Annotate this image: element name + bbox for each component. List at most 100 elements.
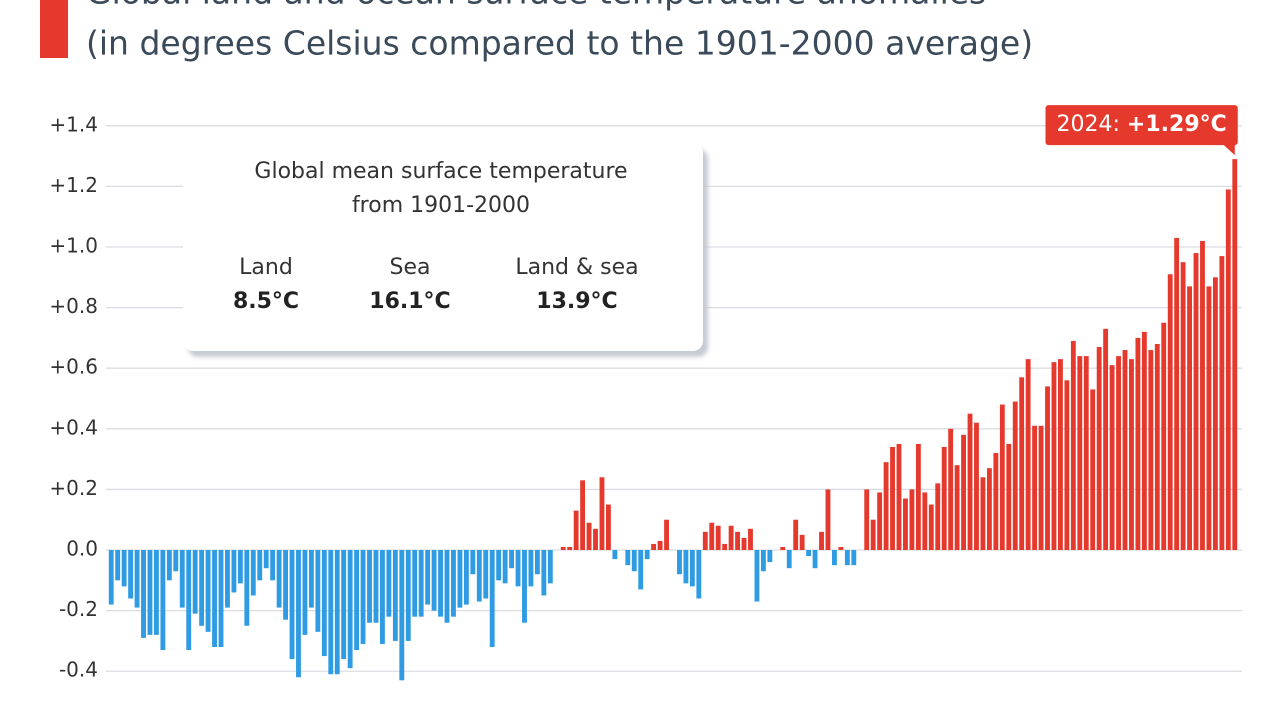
inset-label: Sea (390, 255, 431, 280)
bar (780, 546, 786, 551)
bar (489, 550, 495, 647)
bar (1129, 359, 1134, 551)
inset-value: 8.5°C (233, 289, 299, 314)
bar (754, 550, 760, 602)
bar (360, 550, 366, 644)
bar (496, 550, 502, 581)
bar (244, 550, 250, 626)
bar (1212, 277, 1218, 551)
bar (806, 550, 812, 557)
bar (509, 550, 514, 569)
bar (573, 510, 579, 551)
bar (425, 550, 431, 605)
bar (1174, 237, 1180, 551)
bar (308, 550, 314, 608)
bar (961, 434, 966, 551)
bar (870, 519, 876, 551)
inset-value: 16.1°C (369, 289, 450, 314)
bar (1058, 359, 1063, 551)
grid: -0.4 -0.2 0.0 +0.2 +0.4 +0.6 +0.8 +1.0 +1.2 +1.4 (49, 112, 1242, 682)
y-tick-label: +0.2 (49, 476, 98, 500)
bar (431, 550, 437, 611)
bar (1161, 322, 1167, 551)
bar (638, 550, 644, 590)
bar (483, 550, 489, 599)
bar (392, 550, 398, 641)
bar (1154, 343, 1160, 551)
bar (631, 550, 637, 572)
bar (134, 550, 140, 608)
bar (128, 550, 134, 599)
bar (677, 550, 682, 575)
bar (547, 550, 553, 584)
inset-box: Global mean surface temperature from 190… (183, 143, 703, 351)
bar (1167, 274, 1173, 551)
bar (302, 550, 308, 635)
bar (166, 550, 172, 581)
bar (1122, 350, 1128, 551)
bar (599, 477, 605, 551)
bar (715, 525, 721, 551)
bar (263, 550, 269, 569)
bar (1012, 401, 1018, 551)
inset-background (183, 143, 703, 351)
bar (470, 550, 476, 575)
bar (606, 504, 611, 551)
inset-subtitle: from 1901-2000 (352, 193, 530, 218)
bar (702, 531, 708, 551)
bar (560, 546, 566, 551)
bar (1038, 425, 1044, 551)
chart-subtitle: (in degrees Celsius compared to the 1901… (86, 24, 1033, 63)
y-tick-label: +0.8 (49, 294, 98, 318)
inset-label: Land & sea (515, 255, 638, 280)
bar (883, 462, 889, 551)
bar (160, 550, 166, 651)
y-tick-label: +0.4 (49, 415, 98, 439)
bars (108, 159, 1238, 681)
bar (257, 550, 263, 581)
bar (1051, 362, 1057, 551)
bar (851, 550, 857, 566)
bar (1135, 337, 1141, 551)
bar (928, 504, 934, 551)
bar (1019, 377, 1025, 551)
bar (735, 531, 740, 551)
bar (812, 550, 818, 569)
bar (1206, 286, 1212, 551)
bar (457, 550, 463, 608)
bar (819, 531, 824, 551)
bar (522, 550, 527, 623)
inset-label: Land (239, 255, 293, 280)
bar (405, 550, 411, 641)
bar (212, 550, 217, 647)
bar (741, 537, 747, 551)
bar (438, 550, 443, 617)
bar (748, 528, 753, 551)
bar (890, 446, 895, 551)
bar (644, 550, 650, 560)
bar (367, 550, 372, 623)
bar (767, 550, 773, 563)
y-tick-label: -0.4 (59, 658, 98, 682)
bar (1083, 356, 1089, 551)
bar (1200, 240, 1205, 551)
bar (141, 550, 146, 638)
bar (722, 543, 728, 551)
bar (986, 468, 992, 551)
bar (728, 525, 734, 551)
bar (1006, 443, 1012, 551)
bar (844, 550, 850, 566)
bar (838, 546, 844, 551)
y-tick-label: +1.4 (49, 112, 98, 136)
bar (593, 528, 598, 551)
y-tick-label: +1.0 (49, 234, 98, 258)
bar (412, 550, 418, 617)
inset-title: Global mean surface temperature (254, 159, 627, 184)
bar (1070, 340, 1076, 551)
bar (1077, 356, 1083, 551)
bar (709, 522, 715, 551)
bar (515, 550, 521, 587)
annotation-value: +1.29°C (1127, 112, 1227, 137)
bar (463, 550, 469, 605)
bar (664, 519, 669, 551)
